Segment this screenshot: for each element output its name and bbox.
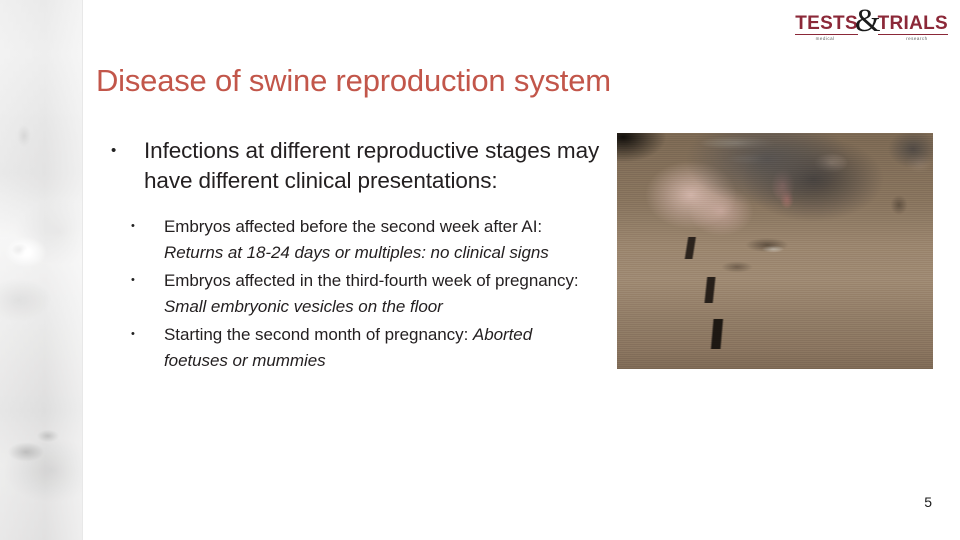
photo-grain-overlay	[617, 133, 933, 369]
sub-bullet-text: Starting the second month of pregnancy: …	[164, 322, 579, 373]
sub-bullet-marker-icon: •	[131, 220, 135, 232]
logo-subtitle-row: medical research	[816, 37, 928, 42]
list-item: • Embryos affected in the third-fourth w…	[104, 268, 604, 319]
sidebar-decorative-photo-strip	[0, 0, 82, 540]
list-item: • Starting the second month of pregnancy…	[104, 322, 604, 373]
bullet-marker-icon: •	[111, 142, 117, 159]
sub-bullet-italic: Aborted foetuses or mummies	[164, 325, 533, 370]
bullet-level1-text: Infections at different reproductive sta…	[144, 138, 600, 193]
logo-subtitle-left: medical	[815, 36, 835, 42]
sidebar-photo-fade-overlay	[0, 0, 82, 540]
content-body: • Infections at different reproductive s…	[104, 136, 604, 376]
logo-word-tests: TESTS	[795, 13, 858, 36]
sub-bullet-text: Embryos affected before the second week …	[164, 214, 579, 265]
bullet-level1: • Infections at different reproductive s…	[104, 136, 604, 196]
sub-bullet-roman: Embryos affected in the third-fourth wee…	[164, 271, 579, 290]
page-title: Disease of swine reproduction system	[96, 63, 611, 98]
sub-bullet-italic: Returns at 18-24 days or multiples: no c…	[164, 242, 549, 262]
logo-word-trials: TRIALS	[877, 13, 948, 36]
logo-subtitle-right: research	[906, 36, 928, 42]
sub-bullet-roman: Starting the second month of pregnancy:	[164, 325, 473, 344]
slide-number: 5	[924, 494, 932, 510]
logo-wordmark-row: TESTS & TRIALS	[795, 3, 948, 39]
list-item: • Embryos affected before the second wee…	[104, 214, 604, 265]
brand-logo: TESTS & TRIALS medical research	[795, 3, 948, 42]
sub-bullet-italic: Small embryonic vesicles on the floor	[164, 296, 443, 316]
sub-bullet-roman: Embryos affected before the second week …	[164, 217, 543, 236]
sub-bullet-list: • Embryos affected before the second wee…	[104, 214, 604, 373]
sidebar-divider	[82, 0, 83, 540]
content-photo	[617, 133, 933, 369]
ampersand-icon: &	[854, 3, 881, 39]
sub-bullet-text: Embryos affected in the third-fourth wee…	[164, 268, 579, 319]
sub-bullet-marker-icon: •	[131, 274, 135, 286]
photo-image	[617, 133, 933, 369]
sub-bullet-marker-icon: •	[131, 328, 135, 340]
